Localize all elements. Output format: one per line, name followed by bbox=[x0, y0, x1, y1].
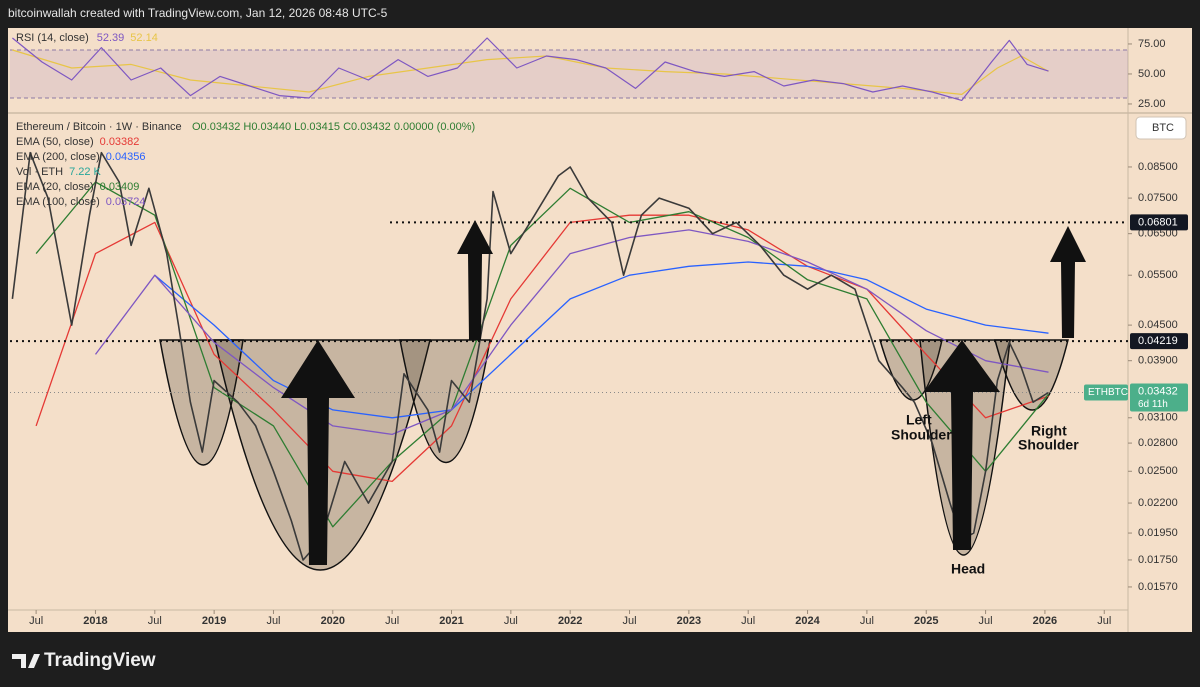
rsi-ma-line bbox=[12, 49, 1049, 95]
y-tick-label: 0.03100 bbox=[1138, 412, 1178, 424]
price-label: 0.03432 bbox=[1138, 385, 1178, 397]
annotation: Left bbox=[906, 412, 932, 428]
x-tick-label: Jul bbox=[1097, 615, 1111, 627]
legend-label: EMA (20, close) bbox=[16, 181, 94, 193]
y-tick-label: 0.01570 bbox=[1138, 581, 1178, 593]
level-badge bbox=[1130, 333, 1188, 350]
arrow bbox=[1050, 226, 1086, 338]
legend-ohlc: O0.03432 H0.03440 L0.03415 C0.03432 0.00… bbox=[192, 121, 475, 133]
x-tick-label: Jul bbox=[385, 615, 399, 627]
logo-text: TradingView bbox=[44, 650, 156, 671]
rsi-tick-label: 75.00 bbox=[1138, 38, 1166, 50]
x-tick-label: 2023 bbox=[677, 615, 701, 627]
symbol-badge bbox=[1084, 384, 1128, 401]
currency-button-label[interactable]: BTC bbox=[1152, 122, 1174, 134]
text-layer: 0.08500 0.07500 0.06500 0.05500 0.04500 0.039… bbox=[16, 32, 1188, 627]
annotation: Shoulder bbox=[891, 427, 952, 443]
x-tick-label: Jul bbox=[266, 615, 280, 627]
y-tick-label: 0.02800 bbox=[1138, 437, 1178, 449]
y-tick-label: 0.01950 bbox=[1138, 527, 1178, 539]
x-tick-label: 2024 bbox=[795, 615, 820, 627]
price-badge bbox=[1130, 383, 1188, 412]
legend-value: 0.03409 bbox=[100, 181, 140, 193]
footer-logo: TradingView bbox=[12, 650, 156, 671]
legend-value: 7.22 K bbox=[69, 166, 101, 178]
legend-value: 0.03724 bbox=[106, 196, 146, 208]
rsi-last: 52.39 bbox=[97, 32, 125, 44]
x-tick-label: Jul bbox=[148, 615, 162, 627]
x-tick-label: Jul bbox=[504, 615, 518, 627]
level-label: 0.06801 bbox=[1138, 216, 1178, 228]
symbol-label: ETHBTC bbox=[1088, 387, 1128, 398]
y-tick-label: 0.08500 bbox=[1138, 161, 1178, 173]
ema-line bbox=[35, 181, 1050, 528]
y-tick-label: 0.02500 bbox=[1138, 465, 1178, 477]
rsi-title: RSI (14, close) bbox=[16, 32, 89, 44]
y-tick-label: 0.05500 bbox=[1138, 269, 1178, 281]
arrows bbox=[281, 220, 1086, 565]
cup bbox=[994, 339, 1069, 411]
rsi-ma-last: 52.14 bbox=[130, 32, 158, 44]
level-badge bbox=[1130, 214, 1188, 231]
annotation: Shoulder bbox=[1018, 437, 1079, 453]
currency-button[interactable] bbox=[1135, 116, 1187, 140]
y-tick-label: 0.03900 bbox=[1138, 355, 1178, 367]
x-tick-label: 2022 bbox=[558, 615, 582, 627]
legend-label: EMA (200, close) bbox=[16, 151, 100, 163]
countdown-label: 6d 11h bbox=[1138, 399, 1168, 410]
y-tick-label: 0.04500 bbox=[1138, 319, 1178, 331]
x-tick-label: 2021 bbox=[439, 615, 463, 627]
arrow bbox=[924, 340, 1000, 550]
arrow bbox=[457, 220, 493, 340]
x-tick-label: Jul bbox=[741, 615, 755, 627]
legend-label: Vol · ETH bbox=[16, 166, 63, 178]
chart-area bbox=[8, 28, 1192, 632]
x-tick-label: 2019 bbox=[202, 615, 226, 627]
legend-label: EMA (50, close) bbox=[16, 136, 94, 148]
y-tick-label: 0.01750 bbox=[1138, 554, 1178, 566]
annotation: Right bbox=[1031, 423, 1067, 439]
x-tick-label: Jul bbox=[860, 615, 874, 627]
x-tick-label: 2018 bbox=[83, 615, 107, 627]
x-tick-label: 2020 bbox=[321, 615, 345, 627]
annotation: Head bbox=[951, 561, 985, 577]
logo-mark bbox=[12, 654, 40, 668]
x-tick-label: 2026 bbox=[1033, 615, 1057, 627]
y-tick-label: 0.06500 bbox=[1138, 228, 1178, 240]
y-tick-label: 0.02200 bbox=[1138, 497, 1178, 509]
rsi-line bbox=[12, 37, 1049, 101]
header: bitcoinwallah created with TradingView.c… bbox=[8, 6, 388, 20]
ema-line bbox=[35, 214, 1049, 483]
legend-value: 0.04356 bbox=[106, 151, 146, 163]
legend-symbol: Ethereum / Bitcoin · 1W · Binance bbox=[16, 121, 182, 133]
ema-line bbox=[94, 229, 1049, 436]
legend-value: 0.03382 bbox=[100, 136, 140, 148]
rsi-tick-label: 25.00 bbox=[1138, 98, 1166, 110]
x-tick-label: 2025 bbox=[914, 615, 938, 627]
data-layer bbox=[10, 37, 1128, 561]
rsi-tick-label: 50.00 bbox=[1138, 68, 1166, 80]
x-tick-label: Jul bbox=[622, 615, 636, 627]
level-label: 0.04219 bbox=[1138, 335, 1178, 347]
price-line bbox=[11, 151, 1049, 561]
x-tick-label: Jul bbox=[979, 615, 993, 627]
legend-label: EMA (100, close) bbox=[16, 196, 100, 208]
arrow bbox=[281, 340, 355, 565]
rsi-band bbox=[10, 49, 1128, 98]
y-tick-label: 0.07500 bbox=[1138, 192, 1178, 204]
x-tick-label: Jul bbox=[29, 615, 43, 627]
